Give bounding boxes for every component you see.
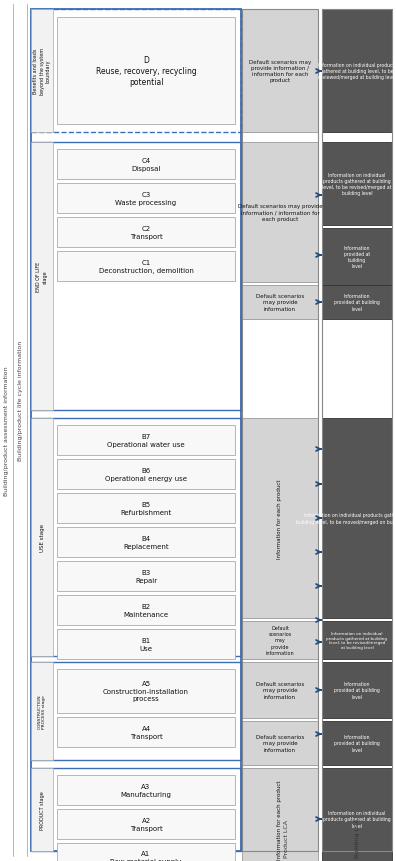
Text: Information on individual
products gathered at building
level, to be revised/mer: Information on individual products gathe… [322, 172, 392, 196]
Text: B6
Operational energy use: B6 Operational energy use [105, 468, 187, 481]
Bar [57, 595, 235, 625]
Text: B5
Refurbishment: B5 Refurbishment [120, 502, 171, 515]
Text: Default scenarios may
provide information /
information for each
product: Default scenarios may provide informatio… [249, 59, 311, 84]
Bar [57, 717, 235, 747]
Text: Information
provided at building
level: Information provided at building level [334, 294, 380, 312]
Bar [31, 10, 241, 133]
Text: Information
provided at building
level: Information provided at building level [334, 734, 380, 752]
Text: Information for each product: Information for each product [278, 479, 282, 558]
Text: Building LCA: Building LCA [354, 817, 360, 857]
Bar [242, 662, 318, 718]
Bar [57, 528, 235, 557]
Bar [322, 662, 392, 718]
Bar [57, 809, 235, 839]
Bar [242, 143, 318, 282]
Text: PRODUCT stage: PRODUCT stage [40, 790, 44, 829]
Text: C3
Waste processing: C3 Waste processing [116, 192, 177, 206]
Text: C2
Transport: C2 Transport [129, 226, 162, 239]
Bar [57, 629, 235, 660]
Bar [57, 18, 235, 125]
Bar [322, 143, 392, 226]
Bar [57, 561, 235, 592]
Text: A3
Manufacturing: A3 Manufacturing [120, 784, 171, 796]
Text: C4
Disposal: C4 Disposal [131, 158, 161, 171]
Text: Building/product assessment information: Building/product assessment information [4, 366, 8, 495]
Text: B3
Repair: B3 Repair [135, 570, 157, 583]
Bar [31, 662, 53, 760]
Bar [31, 662, 241, 760]
Text: Benefits and loads
beyond the system
boundary: Benefits and loads beyond the system bou… [33, 48, 51, 95]
Text: USE stage: USE stage [40, 523, 44, 551]
Text: Default
scenarios
may
provide
information: Default scenarios may provide informatio… [266, 625, 294, 655]
Bar [31, 418, 53, 656]
Bar [31, 10, 53, 133]
Text: Information on individual products gathered at
building level, to be moved/merge: Information on individual products gathe… [296, 513, 396, 524]
Bar [31, 143, 241, 411]
Bar [242, 768, 318, 861]
Bar [322, 229, 392, 286]
Text: Information
provided at
building
level: Information provided at building level [344, 245, 370, 269]
Bar [322, 10, 392, 133]
Bar [242, 722, 318, 765]
Bar [242, 286, 318, 319]
Text: Product LCA: Product LCA [284, 819, 289, 857]
Text: Default scenarios
may provide
information: Default scenarios may provide informatio… [256, 294, 304, 312]
Text: Information on individual products
gathered at building level, to be
reviewed/me: Information on individual products gathe… [318, 63, 396, 80]
Bar [31, 768, 241, 851]
Text: B1
Use: B1 Use [139, 637, 152, 651]
Text: Default scenarios
may provide
information: Default scenarios may provide informatio… [256, 682, 304, 699]
Bar [322, 10, 392, 851]
Bar [57, 425, 235, 455]
Bar [57, 183, 235, 214]
Bar [322, 418, 392, 618]
Text: CONSTRUCTION
PROCESS stage: CONSTRUCTION PROCESS stage [38, 694, 46, 728]
Bar [57, 460, 235, 489]
Text: Information on individual
products gathered at building
level: Information on individual products gathe… [323, 810, 391, 827]
Bar [57, 150, 235, 180]
Text: Information for each product: Information for each product [278, 779, 282, 858]
Bar [31, 143, 53, 411]
Bar [57, 251, 235, 282]
Bar [31, 10, 241, 851]
Bar [31, 768, 53, 851]
Text: Building/product life cycle information: Building/product life cycle information [17, 340, 23, 461]
Bar [242, 622, 318, 660]
Text: B7
Operational water use: B7 Operational water use [107, 434, 185, 447]
Bar [242, 10, 318, 851]
Bar [322, 286, 392, 319]
Bar [57, 843, 235, 861]
Text: Information
provided at building
level: Information provided at building level [334, 682, 380, 699]
Text: A2
Transport: A2 Transport [129, 817, 162, 831]
Text: A4
Transport: A4 Transport [129, 726, 162, 739]
Text: B2
Maintenance: B2 Maintenance [124, 604, 169, 617]
Bar [31, 418, 241, 656]
Text: END OF LIFE
stage: END OF LIFE stage [36, 262, 48, 292]
Bar [57, 218, 235, 248]
Text: B4
Replacement: B4 Replacement [123, 536, 169, 549]
Text: Default scenarios
may provide
information: Default scenarios may provide informatio… [256, 734, 304, 752]
Bar [322, 622, 392, 660]
Bar [242, 10, 318, 133]
Text: C1
Deconstruction, demolition: C1 Deconstruction, demolition [99, 260, 193, 274]
Bar [57, 493, 235, 523]
Text: A1
Raw material supply: A1 Raw material supply [110, 851, 182, 861]
Text: A5
Construction-installation
process: A5 Construction-installation process [103, 681, 189, 702]
Text: D
Reuse, recovery, recycling
potential: D Reuse, recovery, recycling potential [95, 56, 196, 87]
Bar [57, 669, 235, 713]
Bar [242, 418, 318, 618]
Bar [57, 775, 235, 805]
Text: Information on individual
products gathered at building
level, to be revised/mer: Information on individual products gathe… [326, 631, 388, 649]
Bar [322, 768, 392, 861]
Bar [322, 722, 392, 765]
Text: Default scenarios may provide
information / information for
each product: Default scenarios may provide informatio… [238, 204, 322, 221]
